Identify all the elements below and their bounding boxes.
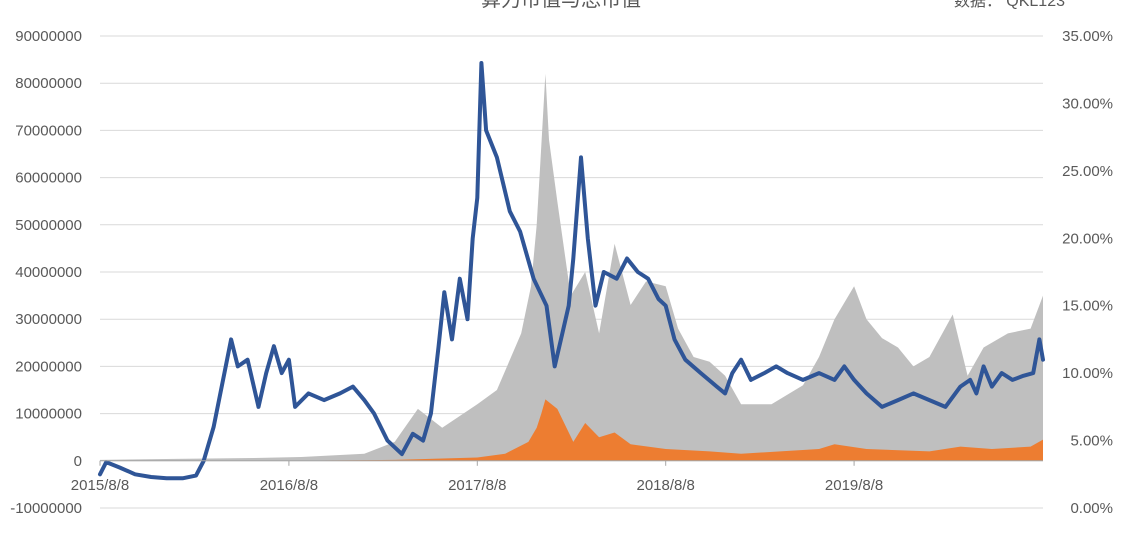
y-right-tick-label: 30.00%	[1062, 95, 1113, 112]
y-left-tick-label: 60000000	[15, 170, 82, 187]
y-left-tick-label: 40000000	[15, 264, 82, 281]
x-tick-label: 2015/8/8	[71, 477, 129, 494]
y-left-tick-label: 50000000	[15, 217, 82, 234]
y-left-tick-label: 90000000	[15, 28, 82, 45]
x-tick-label: 2019/8/8	[825, 477, 883, 494]
chart-title: 算力市值与总市值	[481, 0, 641, 11]
area-series-1	[100, 399, 1043, 461]
y-left-tick-label: 20000000	[15, 358, 82, 375]
y-left-tick-label: 10000000	[15, 406, 82, 423]
area-series-0	[100, 73, 1043, 461]
source-note: 数据： QKL123	[954, 0, 1065, 10]
series-layer	[98, 61, 1045, 481]
y-left-tick-label: 70000000	[15, 122, 82, 139]
y-right-tick-label: 25.00%	[1062, 163, 1113, 180]
y-right-tick-label: 0.00%	[1070, 500, 1113, 517]
x-tick-label: 2018/8/8	[637, 477, 695, 494]
x-tick-label: 2016/8/8	[260, 477, 318, 494]
y-left-tick-label: 30000000	[15, 311, 82, 328]
y-right-tick-label: 35.00%	[1062, 28, 1113, 45]
y-right-tick-label: 20.00%	[1062, 230, 1113, 247]
y-right-tick-label: 15.00%	[1062, 298, 1113, 315]
axes: 90000000 80000000 70000000 60000000 50000000…	[10, 28, 1113, 517]
x-tick-label: 2017/8/8	[448, 477, 506, 494]
y-left-tick-label: 0	[74, 453, 82, 470]
line-series-2	[98, 61, 1045, 481]
y-left-tick-label: -10000000	[10, 500, 82, 517]
y-left-tick-label: 80000000	[15, 75, 82, 92]
y-right-tick-label: 5.00%	[1070, 433, 1113, 450]
y-right-tick-label: 10.00%	[1062, 365, 1113, 382]
